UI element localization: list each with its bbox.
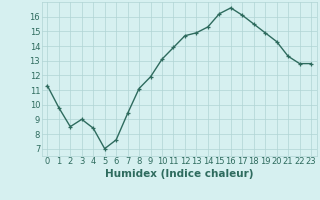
- X-axis label: Humidex (Indice chaleur): Humidex (Indice chaleur): [105, 169, 253, 179]
